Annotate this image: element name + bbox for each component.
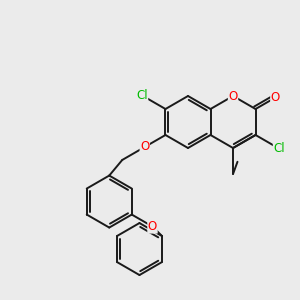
Text: O: O: [148, 220, 157, 233]
Text: O: O: [140, 140, 149, 154]
Text: Cl: Cl: [136, 89, 148, 102]
Text: Cl: Cl: [273, 142, 285, 155]
Text: O: O: [271, 91, 280, 104]
Text: O: O: [228, 89, 238, 103]
